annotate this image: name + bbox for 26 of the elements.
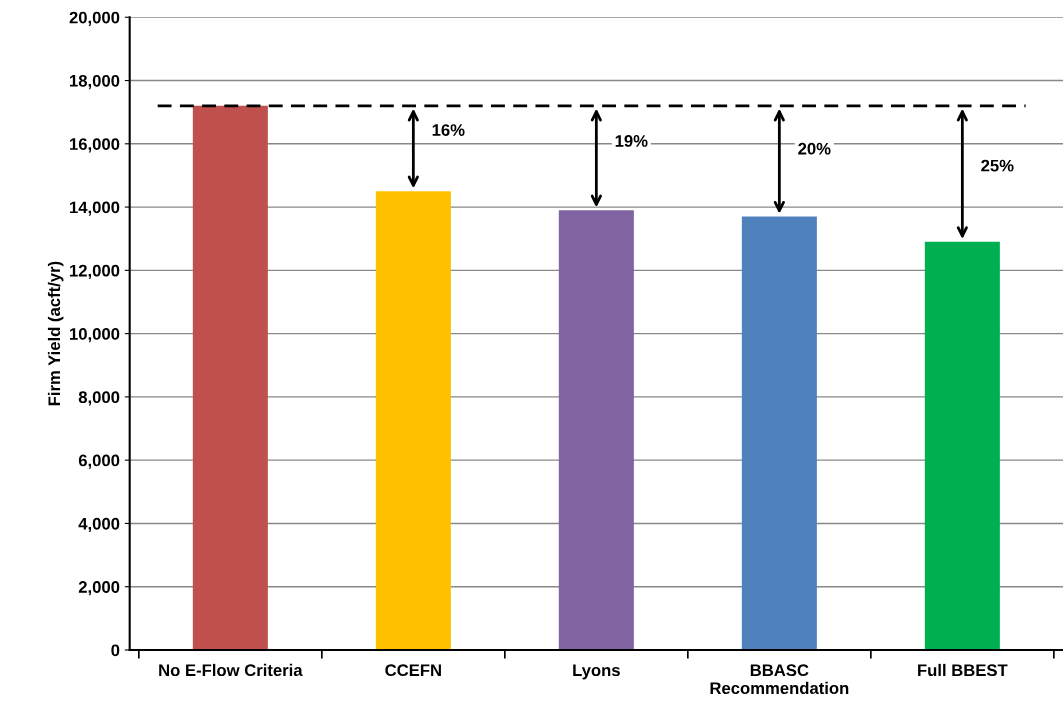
x-tick-label: BBASC Recommendation [710, 664, 849, 695]
x-tick-label: CCEFN [385, 664, 441, 677]
annotation: 16% [432, 124, 465, 136]
bar [192, 105, 268, 650]
y-tick-label: 14,000 [70, 201, 120, 216]
bar [741, 216, 817, 650]
y-tick-label: 0 [111, 644, 120, 657]
bar [375, 191, 451, 650]
y-tick-label: 20,000 [69, 11, 120, 26]
y-tick-label: 8,000 [78, 391, 120, 406]
x-tick-label: Full BBEST [918, 663, 1008, 677]
y-tick-label: 16,000 [70, 138, 120, 153]
y-tick-label: 2,000 [78, 581, 120, 596]
y-tick-label: 18,000 [70, 74, 120, 90]
bar [924, 241, 1000, 650]
y-tick-label: 10,000 [70, 328, 120, 343]
x-tick-label: Lyons [573, 664, 620, 680]
x-tick-label: No E-Flow Criteria [159, 663, 303, 677]
annotation: 19% [615, 135, 648, 147]
annotation: 25% [981, 159, 1014, 172]
y-tick-label: 6,000 [78, 454, 120, 469]
y-tick-label: 12,000 [70, 264, 120, 279]
y-axis-title: Firm Yield (acft/yr) [47, 261, 64, 406]
bar [558, 210, 634, 650]
y-tick-label: 4,000 [78, 517, 120, 533]
annotation: 20% [798, 142, 831, 155]
